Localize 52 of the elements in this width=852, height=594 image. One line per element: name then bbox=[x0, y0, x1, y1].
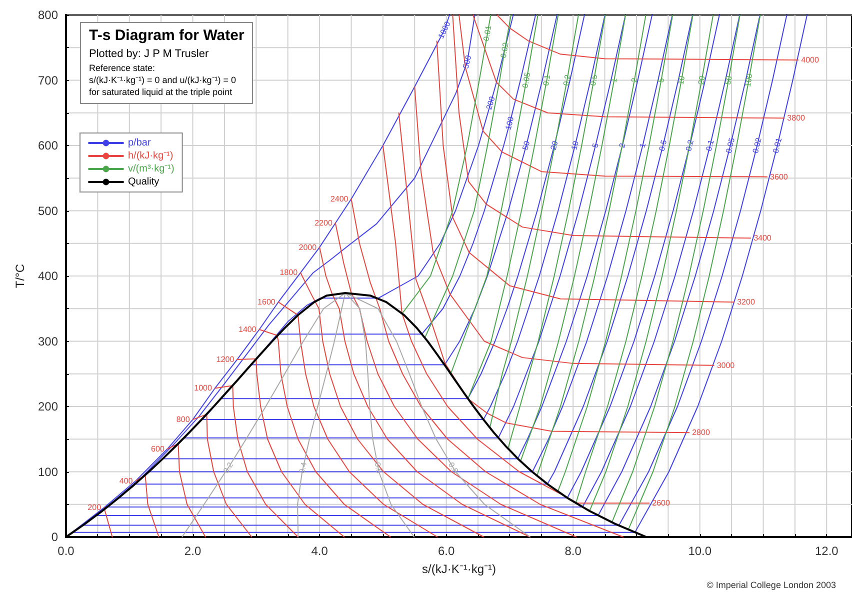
y-tick-label: 800 bbox=[38, 8, 58, 22]
x-tick-label: 6.0 bbox=[438, 544, 455, 558]
annotation: 3200 bbox=[737, 298, 756, 307]
y-tick-label: 100 bbox=[38, 464, 58, 479]
legend-label: v/(m³·kg⁻¹) bbox=[128, 164, 174, 174]
y-tick-label: 300 bbox=[38, 334, 58, 348]
annotation: 0.2 bbox=[684, 138, 696, 152]
y-tick-label: 600 bbox=[38, 138, 58, 152]
y-tick-label: 0 bbox=[51, 530, 58, 544]
x-tick-label: 8.0 bbox=[564, 544, 582, 558]
annotation: 200 bbox=[88, 503, 102, 512]
x-tick-label: 12.0 bbox=[814, 544, 839, 558]
text: Plotted by: J P M Trusler bbox=[89, 48, 210, 60]
annotation: 1800 bbox=[280, 268, 298, 278]
legend-label: p/bar bbox=[128, 138, 152, 148]
annotation: 3800 bbox=[787, 114, 806, 123]
text: © Imperial College London 2003 bbox=[706, 580, 836, 590]
x-tick-label: 0.0 bbox=[58, 544, 75, 558]
y-tick-label: 700 bbox=[38, 73, 58, 88]
annotation: 2800 bbox=[692, 428, 710, 438]
annotation: 600 bbox=[151, 444, 165, 454]
y-tick-label: 400 bbox=[38, 269, 58, 283]
annotation: 3400 bbox=[754, 234, 772, 243]
text: T-s Diagram for Water bbox=[89, 27, 244, 44]
annotation: 2200 bbox=[314, 218, 333, 228]
annotation: 1400 bbox=[238, 325, 257, 334]
annotation: 1 bbox=[638, 142, 648, 149]
annotation: 3000 bbox=[716, 360, 736, 370]
legend-label: Quality bbox=[128, 176, 160, 188]
annotation: 1200 bbox=[216, 355, 235, 364]
annotation: 3600 bbox=[770, 172, 788, 182]
annotation: 2600 bbox=[652, 498, 671, 508]
x-tick-label: 2.0 bbox=[184, 544, 202, 558]
annotation: 2 bbox=[618, 142, 628, 149]
annotation: Reference state: s/(kJ·K⁻¹·kg⁻¹) = 0 and u/(kJ·kg⁻¹) = 0 for saturated liquid at the triple point bbox=[89, 62, 238, 98]
annotation: 20 bbox=[548, 140, 560, 151]
x-axis-title: s/(kJ·K⁻¹·kg⁻¹) bbox=[422, 562, 496, 576]
y-tick-label: 500 bbox=[38, 204, 58, 218]
annotation: 800 bbox=[176, 415, 190, 424]
x-tick-label: 10.0 bbox=[688, 544, 712, 558]
annotation: 2400 bbox=[330, 194, 349, 204]
annotation: 1 bbox=[609, 76, 620, 84]
y-tick-label: 200 bbox=[38, 400, 58, 414]
annotation: 400 bbox=[119, 476, 134, 486]
annotation: 1600 bbox=[258, 298, 276, 307]
annotation: 4000 bbox=[801, 56, 820, 65]
annotation: 2000 bbox=[298, 242, 318, 252]
annotation: 5 bbox=[590, 142, 601, 149]
annotation: 1000 bbox=[194, 384, 213, 393]
x-tick-label: 4.0 bbox=[311, 544, 328, 558]
legend-label: h/(kJ·kg⁻¹) bbox=[128, 150, 174, 162]
y-axis-title: T/°C bbox=[13, 264, 27, 288]
